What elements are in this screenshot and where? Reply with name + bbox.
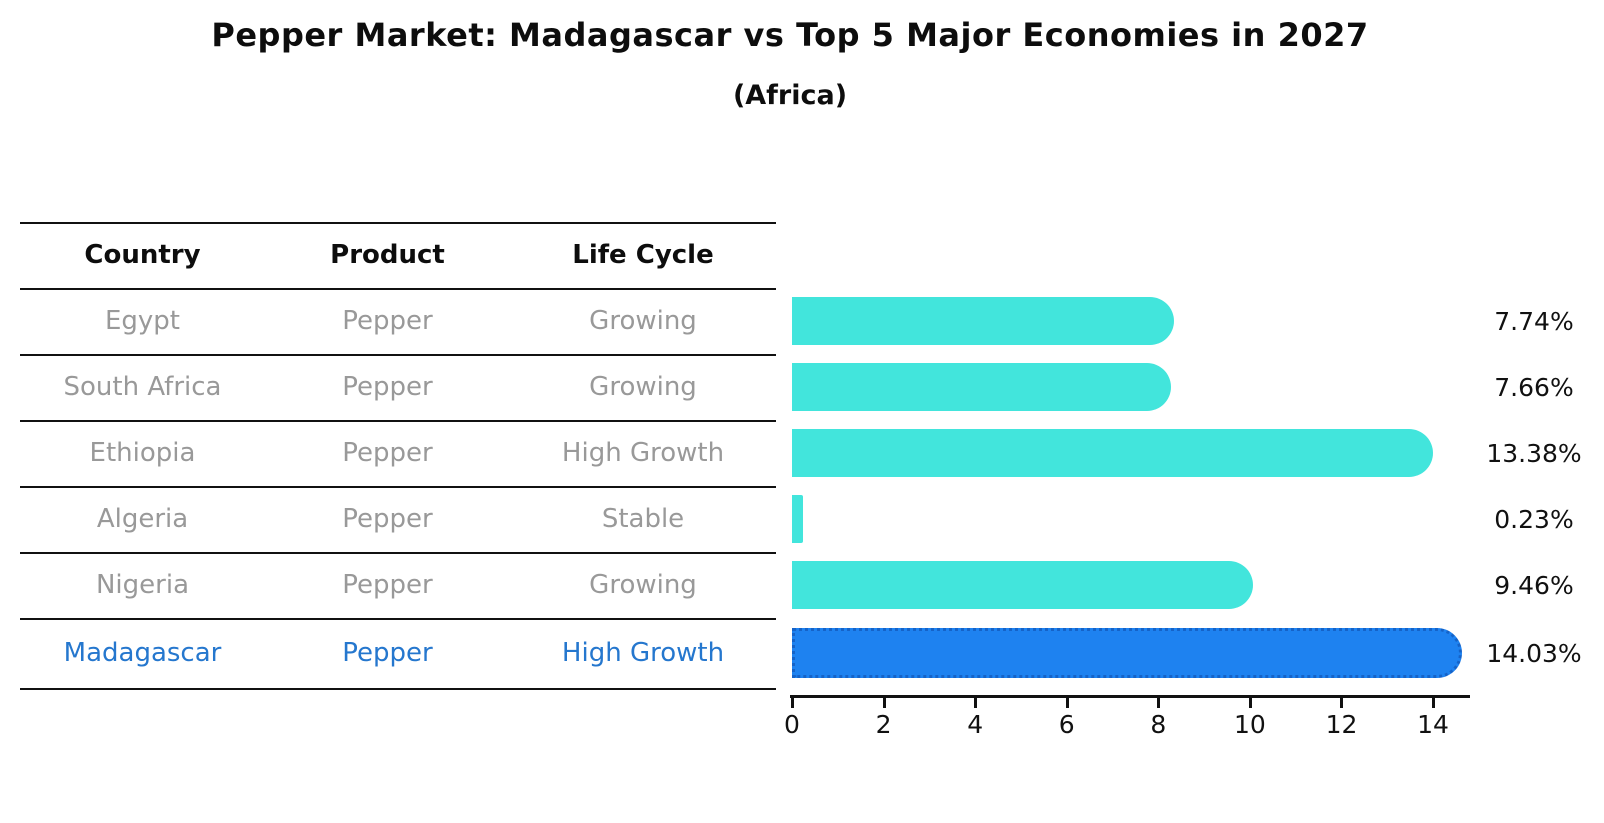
row-divider [20, 486, 776, 488]
bar-madagascar [792, 628, 1463, 678]
table-cell-lifecycle-egypt: Growing [589, 306, 697, 336]
x-tick-mark-14 [1432, 698, 1436, 708]
x-tick-label-12: 12 [1325, 710, 1358, 739]
x-tick-label-6: 6 [1058, 710, 1075, 739]
bar-value-label-egypt: 7.74% [1494, 306, 1574, 336]
x-tick-mark-12 [1340, 698, 1344, 708]
table-top-rule [20, 222, 776, 224]
table-cell-lifecycle-algeria: Stable [601, 504, 685, 534]
table-cell-lifecycle-madagascar: High Growth [561, 638, 725, 668]
x-tick-mark-2 [882, 698, 886, 708]
row-divider [20, 618, 776, 620]
x-tick-label-8: 8 [1150, 710, 1167, 739]
bar-value-label-ethiopia: 13.38% [1486, 438, 1582, 468]
table-cell-country-nigeria: Nigeria [95, 570, 190, 600]
table-cell-country-south-africa: South Africa [63, 372, 222, 402]
bar-south-africa [792, 363, 1171, 411]
table-bottom-rule [20, 688, 776, 690]
chart-subtitle: (Africa) [732, 80, 848, 111]
x-tick-label-10: 10 [1233, 710, 1266, 739]
table-cell-country-egypt: Egypt [104, 306, 181, 336]
bar-egypt [792, 297, 1175, 345]
bar-nigeria [792, 561, 1254, 609]
x-axis-line [790, 695, 1470, 698]
table-cell-lifecycle-ethiopia: High Growth [561, 438, 725, 468]
table-cell-country-algeria: Algeria [96, 504, 189, 534]
table-cell-product-south-africa: Pepper [342, 372, 433, 402]
row-divider [20, 420, 776, 422]
table-cell-product-madagascar: Pepper [342, 638, 433, 668]
x-tick-mark-6 [1065, 698, 1069, 708]
table-cell-lifecycle-south-africa: Growing [589, 372, 697, 402]
x-tick-label-4: 4 [967, 710, 984, 739]
bar-value-label-south-africa: 7.66% [1494, 372, 1574, 402]
table-cell-country-madagascar: Madagascar [63, 638, 222, 668]
x-tick-mark-0 [791, 698, 794, 708]
table-header-country: Country [84, 240, 201, 270]
table-header-product: Product [330, 240, 445, 270]
x-tick-mark-10 [1248, 698, 1252, 708]
bar-ethiopia [792, 429, 1433, 477]
table-cell-product-egypt: Pepper [342, 306, 433, 336]
row-divider [20, 354, 776, 356]
bar-value-label-madagascar: 14.03% [1486, 638, 1582, 668]
bar-algeria [792, 495, 803, 543]
row-divider [20, 552, 776, 554]
table-cell-product-ethiopia: Pepper [342, 438, 433, 468]
table-cell-lifecycle-nigeria: Growing [589, 570, 697, 600]
chart-title: Pepper Market: Madagascar vs Top 5 Major… [211, 16, 1369, 54]
x-tick-mark-8 [1157, 698, 1161, 708]
row-divider [20, 288, 776, 290]
table-cell-product-nigeria: Pepper [342, 570, 433, 600]
bar-value-label-nigeria: 9.46% [1494, 570, 1574, 600]
x-tick-mark-4 [974, 698, 978, 708]
table-cell-country-ethiopia: Ethiopia [89, 438, 196, 468]
x-tick-label-14: 14 [1417, 710, 1449, 739]
table-header-lifecycle: Life Cycle [572, 240, 714, 270]
x-tick-label-0: 0 [784, 710, 800, 739]
x-tick-label-2: 2 [875, 710, 892, 739]
bar-value-label-algeria: 0.23% [1494, 504, 1574, 534]
table-cell-product-algeria: Pepper [342, 504, 433, 534]
